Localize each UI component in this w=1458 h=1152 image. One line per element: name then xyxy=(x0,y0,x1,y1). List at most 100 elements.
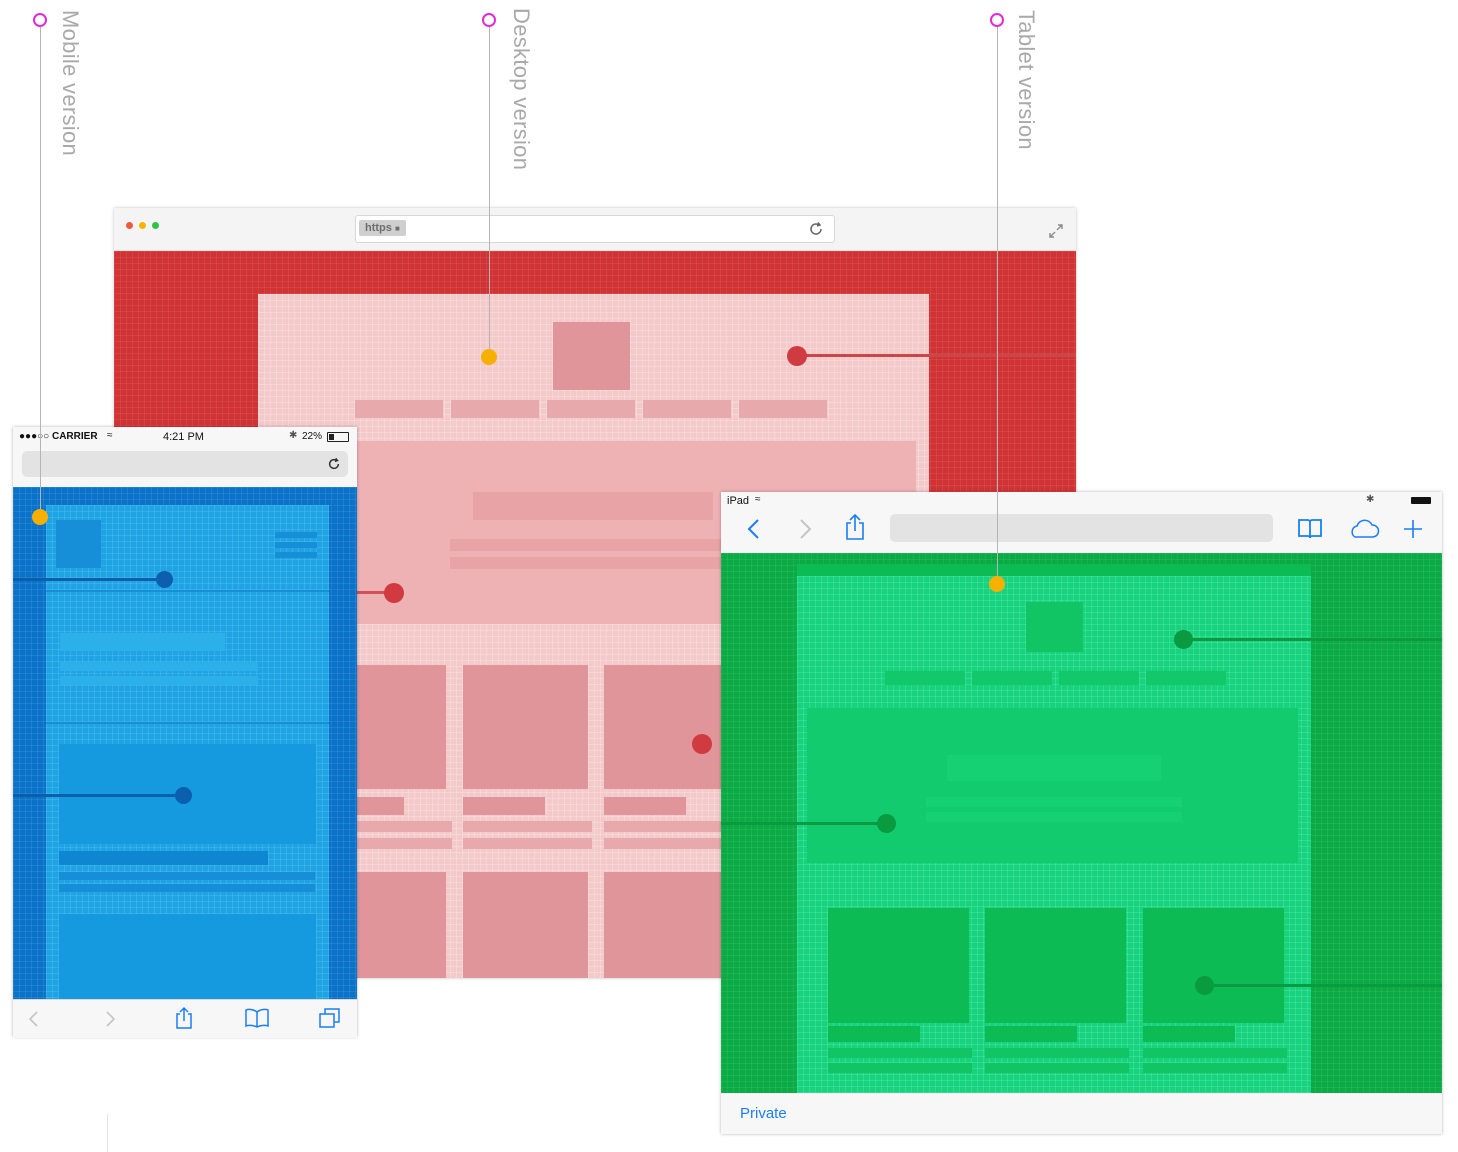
tablet-hero-text xyxy=(926,797,1182,807)
mobile-carrier: ●●●○○ CARRIER xyxy=(19,431,98,442)
tablet-card-image xyxy=(828,908,969,1023)
desktop-hero-text xyxy=(450,539,735,551)
mobile-hero-title xyxy=(60,633,225,651)
tablet-callout-dot xyxy=(1174,630,1193,649)
desktop-card-text xyxy=(604,821,733,832)
decorative-tick xyxy=(107,1114,108,1152)
tablet-hero-text xyxy=(926,812,1182,822)
forward-icon[interactable] xyxy=(103,1010,117,1028)
bookmarks-icon[interactable] xyxy=(1296,518,1324,540)
desktop-card-text xyxy=(324,821,452,832)
tablet-card-text xyxy=(1143,1063,1287,1073)
tablet-address-bar[interactable] xyxy=(890,514,1273,542)
mobile-marker xyxy=(33,13,47,27)
desktop-card-title xyxy=(604,797,686,815)
mobile-logo-block xyxy=(56,520,101,568)
menu-icon-bar xyxy=(275,542,317,548)
mobile-card-text xyxy=(59,872,315,880)
desktop-callout-dot xyxy=(787,346,807,366)
mobile-callout-line xyxy=(13,578,164,581)
tablet-anchor-dot xyxy=(989,576,1005,592)
mobile-callout-line xyxy=(13,794,183,797)
tablet-callout-line xyxy=(721,822,886,825)
tablet-hero-block xyxy=(807,708,1298,863)
menu-icon[interactable] xyxy=(275,532,317,538)
mobile-card-image xyxy=(59,914,316,999)
reload-icon[interactable] xyxy=(808,221,824,237)
tablet-card-title xyxy=(828,1026,920,1042)
mobile-leader-line xyxy=(40,27,41,517)
mobile-card-title xyxy=(59,851,268,865)
tablet-card-title xyxy=(1143,1026,1235,1042)
mobile-callout-dot xyxy=(156,571,173,588)
mobile-section-divider xyxy=(46,722,329,724)
desktop-callout-dot xyxy=(692,734,712,754)
url-scheme: https xyxy=(365,222,392,234)
tabs-icon[interactable] xyxy=(318,1007,342,1029)
zoom-dot-icon[interactable] xyxy=(152,222,159,229)
url-scheme-badge: https ■ xyxy=(359,220,406,236)
forward-icon[interactable] xyxy=(797,518,813,540)
private-button[interactable]: Private xyxy=(740,1105,787,1122)
desktop-card-text xyxy=(463,838,592,849)
tablet-card-text xyxy=(828,1063,972,1073)
mobile-status-bar: ●●●○○ CARRIER ≈ 4:21 PM ✱ 22% xyxy=(13,427,357,447)
desktop-nav-item xyxy=(451,400,539,418)
desktop-card-title xyxy=(463,797,545,815)
new-tab-icon[interactable] xyxy=(1402,518,1424,540)
share-icon[interactable] xyxy=(174,1006,194,1030)
share-icon[interactable] xyxy=(844,513,866,541)
back-icon[interactable] xyxy=(746,518,762,540)
tablet-card-title xyxy=(985,1026,1077,1042)
tablet-logo-block xyxy=(1026,602,1083,652)
minimize-dot-icon[interactable] xyxy=(139,222,146,229)
desktop-leader-line xyxy=(489,27,490,357)
desktop-card-text xyxy=(463,821,592,832)
desktop-nav-item xyxy=(643,400,731,418)
desktop-hero-text xyxy=(450,557,735,569)
back-icon[interactable] xyxy=(27,1010,41,1028)
desktop-callout-dot xyxy=(384,583,404,603)
mobile-version-label: Mobile version xyxy=(58,10,83,157)
desktop-nav-item xyxy=(355,400,443,418)
desktop-card-image xyxy=(604,872,729,978)
tablet-leader-line xyxy=(997,27,998,584)
tablet-nav-item xyxy=(1059,671,1139,685)
tablet-card-image xyxy=(1143,908,1284,1023)
desktop-card-image xyxy=(463,872,588,978)
mobile-address-bar[interactable] xyxy=(22,451,348,477)
tablet-callout-dot xyxy=(1195,976,1214,995)
mobile-time: 4:21 PM xyxy=(163,431,204,443)
tablet-device-name: iPad xyxy=(727,495,750,507)
tablet-top-band xyxy=(797,564,1311,576)
desktop-nav-item xyxy=(547,400,635,418)
reload-icon[interactable] xyxy=(327,457,341,471)
desktop-callout-line xyxy=(356,591,394,594)
desktop-card-image xyxy=(463,665,588,789)
desktop-logo-block xyxy=(553,322,630,390)
tablet-status-bar: iPad ≈ ✱ xyxy=(721,492,1442,510)
tablet-card-text xyxy=(985,1048,1129,1058)
address-bar[interactable]: https ■ xyxy=(355,215,835,243)
tablet-card-image xyxy=(985,908,1126,1023)
desktop-marker xyxy=(482,13,496,27)
desktop-version-label: Desktop version xyxy=(509,8,534,171)
wifi-icon: ≈ xyxy=(107,430,113,441)
tablet-marker xyxy=(990,13,1004,27)
bookmarks-icon[interactable] xyxy=(244,1008,270,1028)
tablet-version-label: Tablet version xyxy=(1014,10,1039,150)
close-dot-icon[interactable] xyxy=(126,222,133,229)
mobile-toolbar xyxy=(13,999,357,1038)
tablet-callout-line xyxy=(1205,984,1442,987)
mobile-card-text xyxy=(59,884,315,892)
desktop-card-text xyxy=(604,838,733,849)
fullscreen-icon[interactable] xyxy=(1048,223,1064,239)
menu-icon-bar xyxy=(275,552,317,558)
tablet-hero-title xyxy=(947,755,1161,781)
tablet-nav-item xyxy=(1146,671,1226,685)
cloud-icon[interactable] xyxy=(1346,519,1380,539)
desktop-hero-title xyxy=(473,492,713,520)
tablet-nav-item xyxy=(972,671,1052,685)
mobile-callout-dot xyxy=(175,787,192,804)
mobile-anchor-dot xyxy=(32,509,48,525)
